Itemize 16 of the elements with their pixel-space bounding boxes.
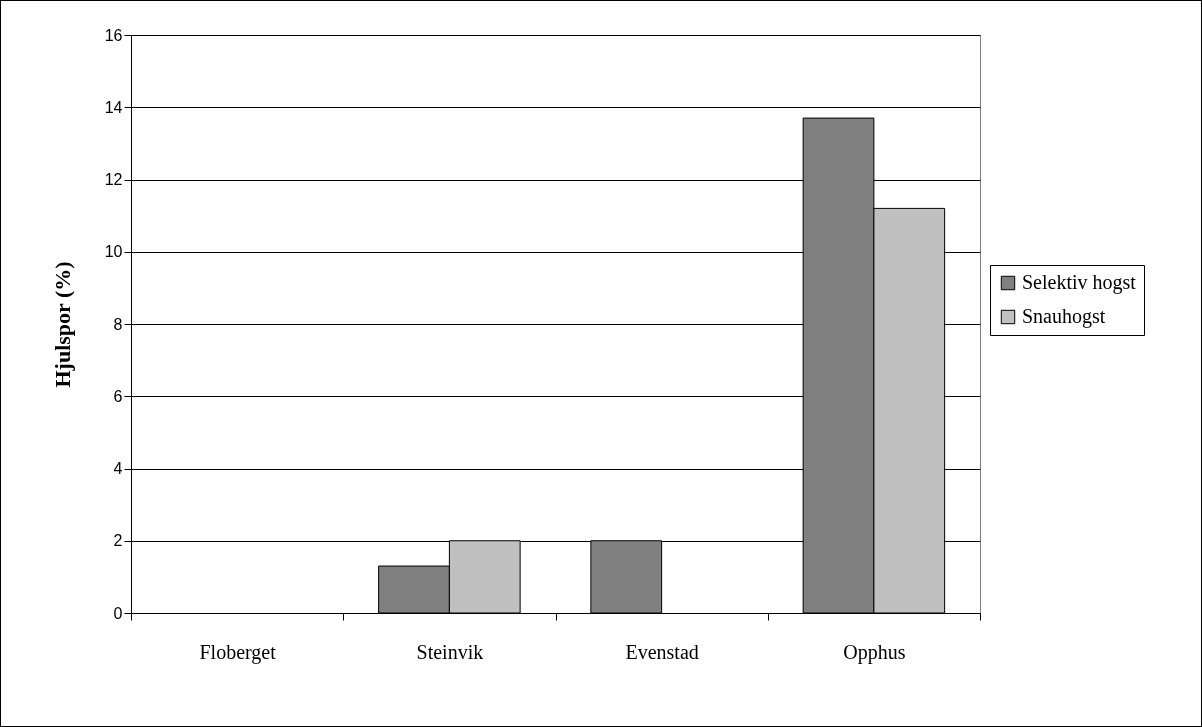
x-tick-label: Floberget <box>199 640 277 664</box>
y-tick-label: 6 <box>113 387 123 405</box>
legend-label: Selektiv hogst <box>1022 271 1137 294</box>
x-tick-label: Evenstad <box>625 640 699 663</box>
legend-label: Snauhogst <box>1022 305 1106 328</box>
y-tick-label: 2 <box>113 532 123 550</box>
y-tick-label: 8 <box>113 315 123 333</box>
y-tick-label: 0 <box>113 604 123 622</box>
y-tick-label: 14 <box>104 98 123 116</box>
y-axis-title: Hjulspor (%) <box>49 261 75 388</box>
x-tick-label: Opphus <box>843 640 906 664</box>
y-tick-label: 12 <box>104 171 123 188</box>
x-tick-label: Steinvik <box>416 640 484 663</box>
y-tick-label: 4 <box>113 460 123 477</box>
y-tick-label: 16 <box>104 26 123 44</box>
y-tick-label: 10 <box>104 243 123 261</box>
